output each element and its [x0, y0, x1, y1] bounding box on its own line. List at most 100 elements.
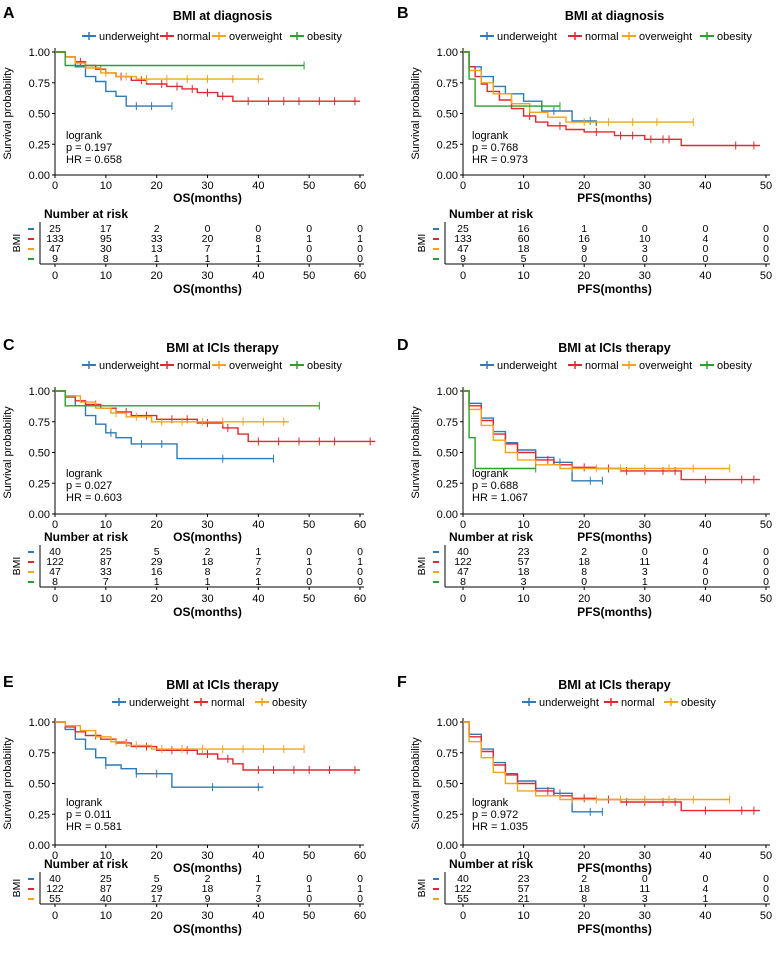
risk-count: 0 — [306, 893, 312, 905]
risk-x-axis-label: PFS(months) — [577, 922, 652, 936]
risk-table-ylabel: BMI — [11, 234, 23, 253]
risk-count: 0 — [763, 546, 769, 558]
risk-count: 55 — [457, 893, 469, 905]
risk-count: 0 — [763, 893, 769, 905]
risk-x-tick-label: 20 — [151, 593, 163, 605]
risk-count: 16 — [578, 233, 590, 245]
risk-x-tick-label: 10 — [517, 593, 529, 605]
risk-table-title: Number at risk — [44, 207, 128, 221]
x-tick-label: 0 — [460, 850, 466, 862]
risk-table-ylabel: BMI — [11, 879, 23, 898]
legend-label-obesity: obesity — [272, 697, 307, 709]
y-tick-label: 1.00 — [437, 47, 458, 59]
legend-label-obesity: obesity — [307, 360, 342, 372]
risk-count: 23 — [518, 873, 530, 885]
risk-x-axis-label: OS(months) — [173, 922, 242, 936]
risk-count: 122 — [454, 883, 472, 895]
risk-count: 18 — [578, 883, 590, 895]
y-tick-label: 0.00 — [437, 509, 458, 521]
stats-annotation: p = 0.011 — [66, 809, 111, 821]
risk-x-tick-label: 30 — [639, 593, 651, 605]
risk-x-tick-label: 40 — [699, 270, 711, 282]
x-axis-label: OS(months) — [173, 191, 242, 205]
risk-count: 0 — [642, 223, 648, 235]
risk-count: 60 — [518, 233, 530, 245]
x-tick-label: 40 — [252, 180, 264, 192]
risk-count: 0 — [357, 223, 363, 235]
risk-count: 1 — [255, 253, 261, 265]
x-axis-label: OS(months) — [173, 861, 242, 875]
legend-label-underweight: underweight — [99, 31, 159, 43]
risk-count: 87 — [100, 556, 112, 568]
risk-count: 0 — [357, 243, 363, 255]
risk-table-title: Number at risk — [44, 530, 128, 544]
km-curve-normal — [55, 721, 360, 771]
risk-count: 2 — [205, 546, 211, 558]
risk-count: 8 — [103, 253, 109, 265]
x-tick-label: 20 — [151, 180, 163, 192]
risk-x-tick-label: 0 — [460, 270, 466, 282]
risk-count: 2 — [581, 873, 587, 885]
x-tick-label: 30 — [201, 850, 213, 862]
risk-x-axis-label: OS(months) — [173, 605, 242, 619]
risk-count: 11 — [639, 883, 650, 895]
x-tick-label: 0 — [460, 180, 466, 192]
risk-x-tick-label: 60 — [354, 270, 366, 282]
risk-count: 0 — [306, 253, 312, 265]
risk-count: 8 — [205, 566, 211, 578]
risk-x-tick-label: 40 — [699, 593, 711, 605]
risk-count: 1 — [642, 576, 648, 588]
panel-title: BMI at ICIs therapy — [166, 341, 279, 355]
risk-count: 47 — [49, 243, 61, 255]
risk-count: 8 — [581, 893, 587, 905]
risk-count: 18 — [202, 883, 214, 895]
x-tick-label: 30 — [639, 180, 651, 192]
y-tick-label: 0.00 — [29, 840, 50, 852]
km-curve-obesity — [463, 51, 560, 107]
risk-x-tick-label: 0 — [460, 910, 466, 922]
risk-count: 0 — [702, 243, 708, 255]
x-tick-label: 20 — [578, 180, 590, 192]
x-tick-label: 50 — [303, 519, 315, 531]
risk-table-title: Number at risk — [449, 857, 533, 871]
x-tick-label: 10 — [100, 850, 112, 862]
legend-label-overweight: overweight — [639, 360, 692, 372]
km-curve-overweight — [463, 390, 730, 470]
x-tick-label: 40 — [252, 519, 264, 531]
y-tick-label: 0.75 — [437, 78, 458, 90]
y-tick-label: 0.25 — [437, 139, 458, 151]
risk-x-tick-label: 10 — [100, 910, 112, 922]
risk-count: 47 — [457, 566, 469, 578]
risk-count: 0 — [763, 233, 769, 245]
stats-annotation: HR = 1.067 — [472, 492, 528, 504]
risk-count: 2 — [255, 566, 261, 578]
risk-count: 0 — [702, 253, 708, 265]
risk-count: 25 — [100, 546, 112, 558]
x-tick-label: 40 — [252, 850, 264, 862]
legend-label-obesity: obesity — [681, 697, 716, 709]
y-tick-label: 0.75 — [29, 78, 50, 90]
x-tick-label: 10 — [100, 180, 112, 192]
x-tick-label: 20 — [578, 850, 590, 862]
risk-count: 1 — [357, 556, 363, 568]
risk-x-tick-label: 0 — [460, 593, 466, 605]
x-tick-label: 0 — [460, 519, 466, 531]
stats-annotation: p = 0.972 — [472, 809, 518, 821]
risk-count: 18 — [202, 556, 214, 568]
risk-count: 0 — [357, 576, 363, 588]
x-tick-label: 20 — [578, 519, 590, 531]
y-tick-label: 1.00 — [29, 47, 50, 59]
risk-count: 0 — [763, 253, 769, 265]
stats-annotation: p = 0.027 — [66, 480, 112, 492]
panel-letter: E — [3, 674, 14, 691]
risk-count: 0 — [702, 873, 708, 885]
legend-label-normal: normal — [211, 697, 245, 709]
km-curve-underweight — [55, 390, 274, 460]
legend-label-overweight: overweight — [229, 31, 282, 43]
risk-count: 0 — [763, 883, 769, 895]
x-tick-label: 20 — [151, 850, 163, 862]
risk-x-tick-label: 30 — [201, 910, 213, 922]
risk-count: 20 — [202, 233, 214, 245]
risk-count: 0 — [702, 546, 708, 558]
x-axis-label: PFS(months) — [577, 530, 652, 544]
